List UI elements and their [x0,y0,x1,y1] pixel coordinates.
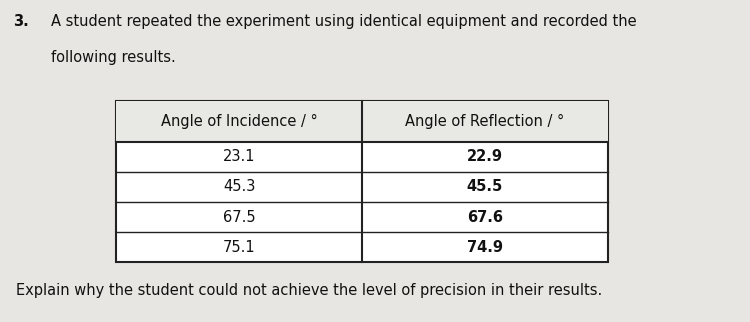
Bar [116,101,608,262]
Text: Angle of Reflection / °: Angle of Reflection / ° [405,114,564,129]
Text: 45.5: 45.5 [466,179,502,194]
Text: 67.6: 67.6 [466,210,502,225]
Text: 75.1: 75.1 [223,240,255,255]
Text: 74.9: 74.9 [466,240,502,255]
Text: following results.: following results. [51,50,176,65]
Bar [116,101,608,142]
Text: 45.3: 45.3 [223,179,255,194]
Text: Explain why the student could not achieve the level of precision in their result: Explain why the student could not achiev… [16,283,603,298]
Text: 22.9: 22.9 [466,149,502,164]
Text: 3.: 3. [13,14,29,30]
Text: A student repeated the experiment using identical equipment and recorded the: A student repeated the experiment using … [51,14,637,30]
Text: Angle of Incidence / °: Angle of Incidence / ° [160,114,317,129]
Text: 23.1: 23.1 [223,149,255,164]
Text: 67.5: 67.5 [223,210,255,225]
